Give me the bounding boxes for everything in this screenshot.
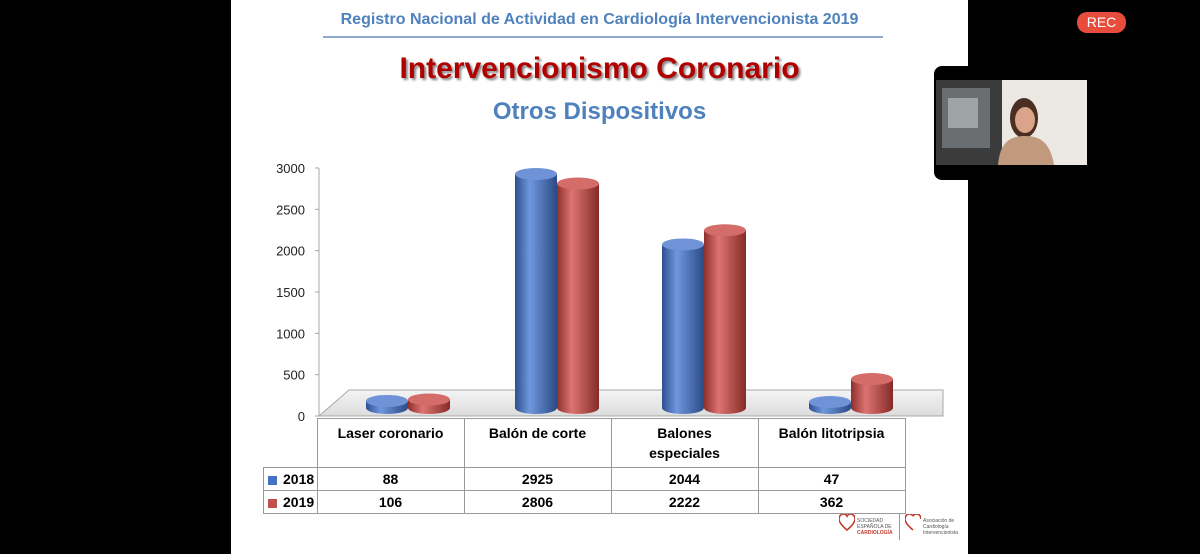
bar-2019-cylinder: [704, 230, 746, 414]
recording-indicator: REC: [1077, 12, 1126, 33]
bar-2019-top: [557, 177, 599, 190]
registry-header: Registro Nacional de Actividad en Cardio…: [340, 11, 859, 28]
category-label: Balón litotripsia: [757, 418, 906, 468]
presentation-slide: Registro Nacional de Actividad en Cardio…: [231, 0, 968, 554]
y-tick-label: 3000: [276, 161, 305, 176]
category-label: Balones especiales: [610, 418, 759, 468]
legend-swatch: [268, 498, 277, 508]
data-label: 2806: [463, 490, 612, 514]
y-tick-label: 500: [283, 368, 305, 383]
slide-title: Intervencionismo Coronario: [399, 52, 800, 85]
data-label: 362: [757, 490, 906, 514]
category-label: Laser coronario: [316, 418, 465, 468]
acic-logo-text: Asociación de Cardiología Intervencionis…: [923, 518, 959, 536]
bar-2018-cylinder: [662, 244, 704, 414]
series-name: 2018: [283, 471, 315, 487]
bar-2018-cylinder: [515, 174, 557, 414]
cylinder-bar-chart: 0 500 1000 1500 2000 2500 3000: [276, 161, 944, 424]
y-tick-label: 1500: [276, 285, 305, 300]
data-label: 106: [316, 490, 465, 514]
bar-2019-cylinder: [851, 379, 893, 414]
bar-2019-top: [704, 224, 746, 237]
table-row: 2018 88 2925 2044 47: [263, 467, 906, 491]
slide-subtitle: Otros Dispositivos: [492, 98, 707, 125]
bar-2019-top: [408, 393, 450, 406]
table-row: 2019 106 2806 2222 362: [263, 490, 906, 514]
y-tick-label: 2000: [276, 244, 305, 259]
y-tick-label: 0: [298, 409, 305, 424]
webcam-video: [936, 80, 1087, 165]
y-tick-label: 2500: [276, 202, 305, 217]
bar-2018-top: [662, 238, 704, 251]
bar-2019-top: [851, 373, 893, 386]
legend-swatch: [268, 475, 277, 485]
legend-entry-2019: 2019: [263, 490, 318, 514]
presenter-video-icon: [936, 80, 1087, 165]
header-rule: [323, 36, 883, 38]
heart-pulse-logo-icon: [905, 514, 921, 531]
bar-2018-top: [366, 394, 408, 407]
society-logos: SOCIEDAD ESPAÑOLA DE CARDIOLOGÍA Asociac…: [839, 512, 959, 544]
data-table: Laser coronario Balón de corte Balones e…: [263, 418, 906, 514]
data-label: 47: [757, 467, 906, 491]
category-label: Balón de corte: [463, 418, 612, 468]
series-name: 2019: [283, 494, 315, 510]
data-label: 2925: [463, 467, 612, 491]
data-label: 2044: [610, 467, 759, 491]
legend-entry-2018: 2018: [263, 467, 318, 491]
data-label: 88: [316, 467, 465, 491]
table-header-row: Laser coronario Balón de corte Balones e…: [264, 418, 906, 468]
heart-logo-icon: [839, 514, 855, 532]
sec-logo-text: SOCIEDAD ESPAÑOLA DE CARDIOLOGÍA: [857, 518, 893, 536]
y-tick-label: 1000: [276, 326, 305, 341]
bar-2018-top: [515, 168, 557, 180]
chart-floor: [317, 389, 944, 417]
bar-2018-top: [809, 396, 851, 408]
data-label: 2222: [610, 490, 759, 514]
logo-divider: [899, 514, 900, 540]
bar-2019-cylinder: [557, 183, 599, 414]
webcam-overlay[interactable]: [934, 66, 1094, 180]
